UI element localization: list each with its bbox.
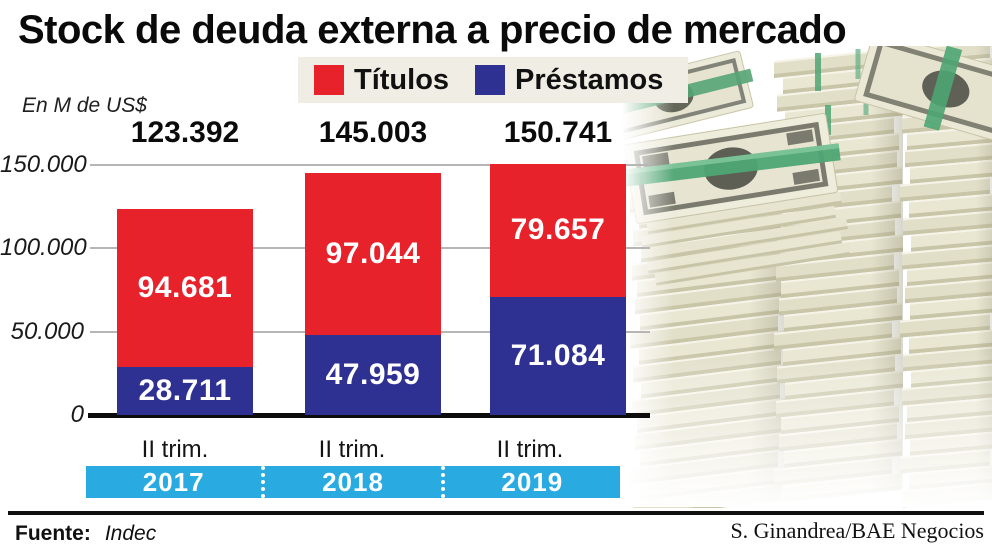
total-label-2018: 145.003 [318,116,428,149]
legend-label-titulos: Títulos [354,63,450,96]
prestamos-segment-2017: 28.711 [117,367,253,415]
x-label-quarter-2017: II trim. [141,436,209,463]
page-title: Stock de deuda externa a precio de merca… [18,8,847,52]
source-line: Fuente: Indec [15,522,156,546]
x-axis-baseline [88,413,650,418]
x-label-quarter-2019: II trim. [496,436,564,463]
segment-value-label: 97.044 [325,237,421,271]
segment-value-label: 47.959 [325,358,421,392]
segment-value-label: 71.084 [510,338,606,372]
money-stacks-illustration [593,31,992,520]
legend-item-prestamos: Préstamos [475,64,663,97]
bar-2018: 97.044 47.959 [305,173,441,415]
titulos-color-swatch [314,65,344,95]
y-tick-label: 100.000 [0,234,87,262]
source-value: Indec [104,522,157,545]
titulos-segment-2017: 94.681 [117,209,253,368]
year-label-2019: 2019 [440,466,620,498]
prestamos-segment-2018: 47.959 [305,335,441,415]
prestamos-segment-2019: 71.084 [490,296,626,415]
x-label-quarter-2018: II trim. [318,436,386,463]
year-label-2018: 2018 [261,466,440,498]
legend-item-titulos: Títulos [314,64,449,97]
total-label-2017: 123.392 [130,116,240,149]
y-axis-unit-label: En M de US$ [22,94,147,117]
credit-line: S. Ginandrea/BAE Negocios [730,518,984,543]
year-label-2017: 2017 [142,466,205,497]
bar-2017: 94.681 28.711 [117,209,253,415]
y-tick-label: 150.000 [0,151,87,178]
segment-value-label: 28.711 [138,374,232,408]
footer-divider [8,511,984,515]
total-label-2019: 150.741 [503,116,613,149]
year-band: 2017 2018 2019 [86,466,620,498]
source-label: Fuente: [15,522,91,545]
y-tick-label: 0 [70,401,84,428]
prestamos-color-swatch [475,65,506,95]
chart-legend: Títulos Préstamos [298,57,688,103]
titulos-segment-2018: 97.044 [305,173,441,336]
chart-plot: 0 50.000 100.000 150.000 94.681 28.711 97.044 4… [0,140,660,428]
segment-value-label: 79.657 [510,213,606,247]
titulos-segment-2019: 79.657 [490,163,626,297]
segment-value-label: 94.681 [137,271,233,305]
bar-2019: 79.657 71.084 [490,163,626,415]
y-tick-label: 50.000 [10,317,84,345]
legend-label-prestamos: Préstamos [515,63,664,96]
money-stacks-svg [593,31,992,520]
gridline-150000 [90,164,650,166]
